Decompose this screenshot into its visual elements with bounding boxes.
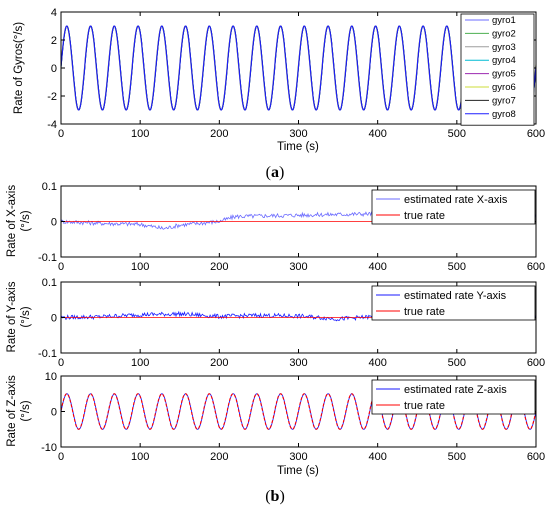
x-tick-label: 600 [527,357,545,369]
x-tick-label: 200 [210,261,228,273]
x-tick-label: 0 [58,261,64,273]
y-tick-label: -10 [41,442,57,454]
legend-entry: gyro8 [492,109,516,120]
legend-entry: gyro6 [492,82,516,93]
x-tick-label: 100 [131,451,149,463]
x-tick-label: 200 [210,451,228,463]
x-tick-label: 300 [289,261,307,273]
panel-label-a: (a) [266,164,285,181]
legend-entry: gyro2 [492,28,516,39]
x-tick-label: 300 [289,451,307,463]
legend-entry: estimated rate Z-axis [404,384,507,396]
legend-entry: gyro1 [492,15,516,26]
chart-b-x: 0 100 200 300 400 500 600-0.100.1 Rate of X-ax… [6,181,545,273]
x-tick-label: 0 [58,451,64,463]
x-tick-label: 400 [368,128,386,140]
chart-a-x-axis-label: Time (s) [277,141,319,153]
chart-b-z-x-axis-label: Time (s) [277,465,319,477]
x-tick-label: 200 [210,357,228,369]
x-tick-label: 100 [131,261,149,273]
x-tick-label: 0 [58,128,64,140]
x-tick-label: 300 [289,357,307,369]
y-tick-label: 0 [51,407,57,419]
chart-b-x-ticks: 0 100 200 300 400 500 600-0.100.1 [38,181,545,273]
x-tick-label: 400 [368,451,386,463]
series-line-true-rate [60,393,537,430]
y-tick-label: -4 [47,119,57,131]
legend-entry: gyro5 [492,69,516,80]
series-line-gyro8 [60,25,537,111]
x-tick-label: 0 [58,357,64,369]
x-tick-label: 600 [527,261,545,273]
legend-box [371,285,536,321]
legend-entry: gyro7 [492,95,516,106]
chart-b-z-series-lines [60,393,537,430]
y-tick-label: 0 [51,217,57,229]
x-tick-label: 400 [368,357,386,369]
y-tick-label: 0.1 [42,277,57,289]
y-tick-label: -0.1 [38,348,57,360]
x-tick-label: 500 [448,451,466,463]
x-tick-label: 500 [448,128,466,140]
chart-a-legend: gyro1 gyro2 gyro3 gyro4 gyro5 gyro6 gyro7 gyro8 [460,13,535,126]
x-tick-label: 100 [131,128,149,140]
legend-entry: estimated rate X-axis [404,194,508,206]
legend-entry: true rate [404,306,445,318]
y-tick-label: 0.1 [42,181,57,193]
y-tick-label: 0 [51,313,57,325]
x-tick-label: 300 [289,128,307,140]
legend-entry: estimated rate Y-axis [404,290,507,302]
chart-b-y: 0 100 200 300 400 500 600-0.100.1 Rate of Y-ax… [6,277,545,369]
y-tick-label: 0 [51,63,57,75]
legend-entry: gyro3 [492,42,516,53]
legend-entry: true rate [404,210,445,222]
legend-box [371,379,536,415]
chart-a-ticks: 0 100 200 300 400 500 600 -4 -2 0 2 4 [47,7,545,140]
chart-b-y-y-axis-label-line1: Rate of Y-axis [6,281,18,352]
chart-b-z-legend: estimated rate Z-axis true rate [371,379,536,415]
chart-a-y-axis-label: Rate of Gyros(°/s) [13,22,25,114]
legend-box [460,13,535,126]
panel-label-b: (b) [265,488,285,505]
x-tick-label: 100 [131,357,149,369]
x-tick-label: 500 [448,357,466,369]
y-tick-label: -0.1 [38,252,57,264]
x-tick-label: 200 [210,128,228,140]
x-tick-label: 600 [527,128,545,140]
x-tick-label: 400 [368,261,386,273]
chart-a: 0 100 200 300 400 500 600 -4 -2 0 2 4 Time (s) Rate… [13,7,545,153]
chart-b-x-y-axis-label-line1: Rate of X-axis [6,185,18,257]
y-tick-label: 4 [51,7,57,19]
chart-b-z-y-axis-label-line1: Rate of Z-axis [6,375,18,447]
chart-b-y-ticks: 0 100 200 300 400 500 600-0.100.1 [38,277,545,369]
chart-b-z-y-axis-label-line2: (°/s) [20,400,32,421]
x-tick-label: 600 [527,451,545,463]
chart-b-y-y-axis-label-line2: (°/s) [20,306,32,327]
legend-box [371,189,536,225]
legend-entry: gyro4 [492,55,516,66]
y-tick-label: 2 [51,35,57,47]
chart-b-x-legend: estimated rate X-axis true rate [371,189,536,225]
chart-a-series-lines [60,25,537,111]
legend-entry: true rate [404,400,445,412]
y-tick-label: 10 [45,371,57,383]
chart-b-x-y-axis-label-line2: (°/s) [20,210,32,231]
chart-b-y-legend: estimated rate Y-axis true rate [371,285,536,321]
x-tick-label: 500 [448,261,466,273]
y-tick-label: -2 [47,91,57,103]
